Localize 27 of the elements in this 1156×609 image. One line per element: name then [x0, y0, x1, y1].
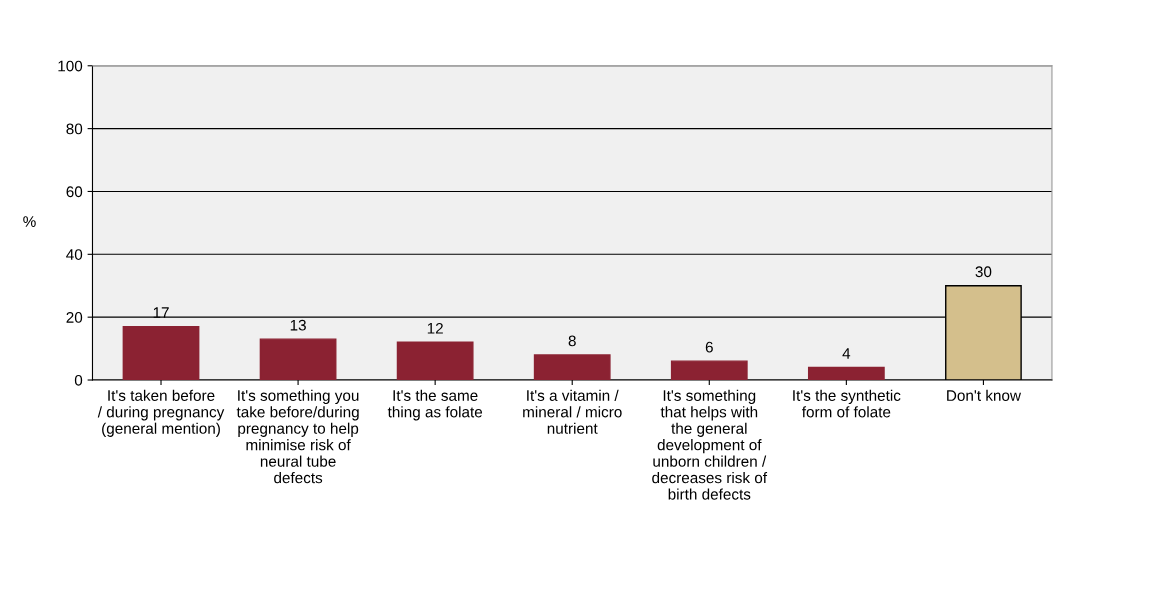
- data-label: 8: [568, 335, 576, 347]
- y-tick-label: 100: [58, 60, 83, 72]
- x-tick-label: It's something that helps with the general development of unborn children / decreases risk of birth defects: [652, 389, 768, 500]
- bar: [396, 341, 474, 381]
- x-tick-label: It's something you take before/during pregnancy to help minimise risk of neural tube defects: [236, 389, 359, 484]
- data-label: 12: [427, 322, 443, 334]
- x-tick-label: Don't know: [947, 389, 1022, 401]
- data-label: 30: [975, 266, 992, 278]
- y-axis-title: %: [23, 216, 36, 227]
- data-label: 4: [842, 348, 851, 359]
- y-tick-label: 0: [74, 374, 83, 386]
- data-label: 6: [705, 341, 713, 353]
- bar: [533, 354, 611, 381]
- x-tick-label: It's the synthetic form of folate: [793, 389, 901, 418]
- y-tick-label: 20: [66, 312, 83, 323]
- data-label: 13: [290, 319, 306, 331]
- bar: [259, 338, 337, 381]
- bar: [807, 366, 885, 381]
- x-tick-label: It's the same thing as folate: [387, 389, 483, 421]
- y-tick-label: 80: [66, 123, 83, 135]
- data-label: 17: [153, 307, 169, 318]
- y-tick-label: 60: [66, 186, 83, 198]
- bar: [670, 360, 748, 381]
- bar: [122, 325, 200, 381]
- x-tick-label: It's taken before / during pregnancy (general mention): [97, 389, 225, 437]
- x-tick-label: It's a vitamin / mineral / micro nutrient: [523, 389, 622, 434]
- y-tick-label: 40: [66, 249, 83, 260]
